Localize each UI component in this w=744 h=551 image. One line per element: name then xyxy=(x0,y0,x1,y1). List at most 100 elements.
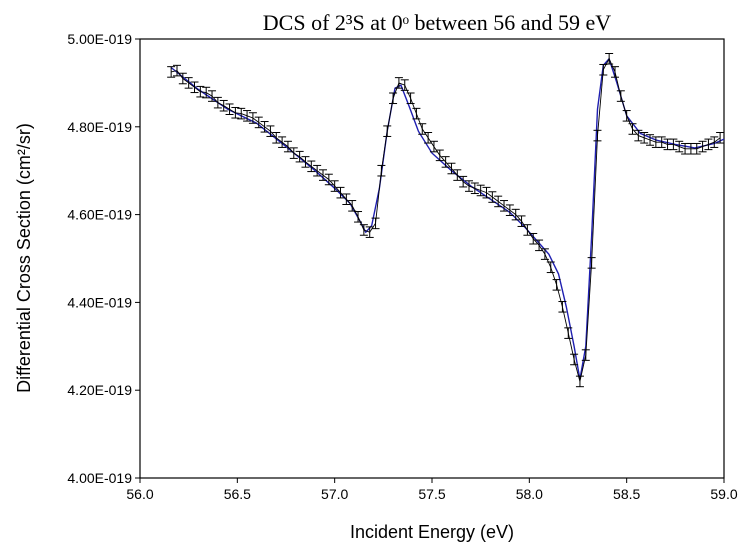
y-tick-label: 4.60E-019 xyxy=(67,207,132,223)
data-point xyxy=(575,375,584,388)
data-point xyxy=(505,204,514,216)
data-point xyxy=(459,175,468,188)
data-point xyxy=(447,162,456,175)
plot-area xyxy=(139,38,725,479)
fit-line xyxy=(170,57,725,380)
data-point xyxy=(330,180,339,192)
data-point xyxy=(704,138,713,151)
data-point xyxy=(178,72,187,85)
data-point xyxy=(394,77,403,89)
x-tick-label: 56.5 xyxy=(224,486,251,502)
data-point xyxy=(184,77,193,89)
data-point xyxy=(710,136,719,148)
data-point xyxy=(540,248,549,260)
data-point xyxy=(692,142,701,155)
data-point xyxy=(342,193,351,206)
data-point xyxy=(669,138,678,151)
data-point xyxy=(313,164,322,177)
data-point xyxy=(172,64,181,77)
data-point xyxy=(295,150,304,163)
data-point xyxy=(552,279,561,291)
data-point xyxy=(196,85,205,98)
data-point xyxy=(167,66,176,78)
data-point xyxy=(371,217,380,230)
data-point xyxy=(476,184,485,197)
data-point xyxy=(307,160,316,173)
data-point xyxy=(208,90,217,102)
x-tick-label: 57.5 xyxy=(418,486,445,502)
x-tick-label: 59.0 xyxy=(710,486,737,502)
data-point xyxy=(628,123,637,135)
data-point xyxy=(429,140,438,153)
data-point xyxy=(529,232,538,245)
data-point xyxy=(523,224,532,236)
data-point xyxy=(278,136,287,148)
fit-series xyxy=(170,57,725,380)
data-point xyxy=(289,147,298,159)
data-point xyxy=(470,182,479,195)
data-point xyxy=(482,186,491,199)
data-point xyxy=(622,110,631,122)
data-point xyxy=(494,195,503,208)
data-point xyxy=(558,301,567,313)
data-point xyxy=(365,226,374,238)
y-axis-label: Differential Cross Section (cm²/sr) xyxy=(14,123,34,393)
data-point xyxy=(546,261,555,274)
data-point xyxy=(581,349,590,361)
data-point xyxy=(248,112,257,124)
data-point xyxy=(616,90,625,102)
data-point xyxy=(464,180,473,192)
data-point xyxy=(225,103,234,116)
x-axis: 56.0 56.5 57.0 57.5 58.0 58.5 59.0 xyxy=(126,478,738,502)
y-tick-label: 4.40E-019 xyxy=(67,294,132,310)
x-tick-label: 57.0 xyxy=(321,486,348,502)
data-point xyxy=(657,136,666,148)
data-point xyxy=(605,52,614,65)
data-point xyxy=(716,132,725,144)
data-point xyxy=(354,211,363,223)
data-point xyxy=(254,116,263,129)
x-tick-label: 58.5 xyxy=(613,486,640,502)
data-point xyxy=(383,125,392,137)
data-point xyxy=(418,123,427,135)
data-point xyxy=(389,92,398,105)
data-point xyxy=(400,79,409,91)
data-point xyxy=(213,96,222,109)
data-point xyxy=(511,208,520,221)
data-point xyxy=(283,140,292,153)
data-point xyxy=(412,107,421,120)
chart-title: DCS of 2³S at 0ᵒ between 56 and 59 eV xyxy=(263,10,611,35)
data-point xyxy=(634,129,643,142)
data-point xyxy=(324,173,333,186)
data-point xyxy=(698,140,707,153)
y-tick-label: 4.80E-019 xyxy=(67,119,132,135)
x-tick-label: 58.0 xyxy=(516,486,543,502)
data-point xyxy=(675,140,684,153)
y-tick-label: 5.00E-019 xyxy=(67,31,132,47)
data-point xyxy=(318,169,327,181)
data-point xyxy=(488,191,497,203)
data-point xyxy=(260,121,269,133)
data-point xyxy=(424,132,433,144)
data-point xyxy=(441,156,450,168)
y-tick-label: 4.20E-019 xyxy=(67,382,132,398)
data-point xyxy=(272,132,281,144)
data-point xyxy=(359,224,368,236)
data-point xyxy=(453,169,462,181)
x-axis-label: Incident Energy (eV) xyxy=(350,522,514,542)
data-point xyxy=(202,86,211,99)
data-point xyxy=(336,186,345,199)
data-point xyxy=(301,156,310,168)
data-point xyxy=(243,110,252,122)
data-point xyxy=(646,134,655,146)
data-point xyxy=(535,239,544,252)
data-point xyxy=(219,99,228,112)
data-point xyxy=(570,353,579,366)
x-tick-label: 56.0 xyxy=(126,486,153,502)
data-point xyxy=(640,132,649,144)
data-point xyxy=(500,200,509,212)
y-tick-label: 4.00E-019 xyxy=(67,470,132,486)
data-point xyxy=(190,81,199,94)
y-axis: 4.00E-019 4.20E-019 4.40E-019 4.60E-019 4.80… xyxy=(67,31,140,486)
